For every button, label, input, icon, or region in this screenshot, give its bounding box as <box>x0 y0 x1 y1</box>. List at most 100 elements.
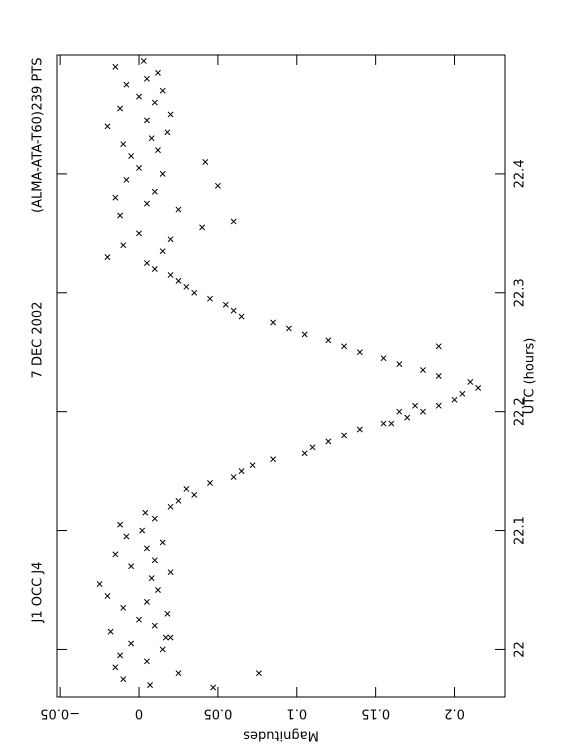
point <box>112 194 119 201</box>
point <box>183 283 190 290</box>
point <box>341 432 348 439</box>
point <box>117 652 124 659</box>
point <box>301 331 308 338</box>
point <box>107 628 114 635</box>
point <box>136 93 142 100</box>
point <box>128 640 135 647</box>
point <box>136 230 142 237</box>
point <box>123 533 130 540</box>
point <box>210 684 217 691</box>
point <box>238 468 245 475</box>
point <box>151 557 158 564</box>
chart-title: 7 DEC 2002 <box>31 302 46 379</box>
point <box>467 378 474 385</box>
point <box>140 57 147 64</box>
point <box>309 444 316 451</box>
y-tick-label: 0 <box>135 706 143 721</box>
point <box>120 242 127 249</box>
y-tick-label: −0.05 <box>40 706 80 721</box>
point <box>104 123 111 130</box>
point <box>117 105 124 112</box>
point <box>123 176 130 183</box>
point <box>96 581 103 588</box>
point <box>151 99 158 106</box>
point <box>120 604 127 611</box>
point <box>123 81 130 88</box>
point <box>104 592 111 599</box>
point <box>199 224 206 231</box>
point <box>435 373 442 379</box>
point <box>143 658 150 665</box>
point <box>164 610 171 617</box>
point <box>151 188 158 195</box>
x-tick-label: 22.2 <box>513 397 528 426</box>
point <box>404 414 411 421</box>
point <box>148 575 155 582</box>
point <box>451 396 458 403</box>
point <box>159 87 166 94</box>
y-axis-label: Magnitudes <box>243 728 319 743</box>
point <box>159 248 166 255</box>
y-tick-label: 0.1 <box>286 706 307 721</box>
point <box>120 141 127 148</box>
x-axis-label: UTC (hours) <box>523 338 538 415</box>
point <box>435 402 442 409</box>
point <box>167 111 174 118</box>
point <box>167 569 174 576</box>
point <box>325 337 332 344</box>
point <box>136 616 142 623</box>
point <box>155 69 161 76</box>
point <box>142 509 149 516</box>
point <box>143 260 150 267</box>
point <box>151 622 158 629</box>
point <box>191 491 198 498</box>
point <box>356 349 363 356</box>
y-tick-label: 0.15 <box>361 706 390 721</box>
point <box>230 474 237 481</box>
point <box>167 634 174 641</box>
point <box>159 646 166 653</box>
point <box>164 129 171 136</box>
point <box>285 325 292 332</box>
point <box>167 271 174 278</box>
point <box>175 206 182 213</box>
point <box>412 402 419 409</box>
point <box>301 450 308 457</box>
point <box>396 361 403 368</box>
point <box>191 289 198 296</box>
point <box>104 254 111 261</box>
point <box>112 63 119 70</box>
point <box>420 408 426 415</box>
point <box>459 390 466 397</box>
chart-title: J1 OCC J4 <box>31 562 46 624</box>
point <box>143 545 150 552</box>
point <box>207 480 213 486</box>
point <box>356 426 363 433</box>
point <box>159 170 166 177</box>
point <box>396 408 403 415</box>
point <box>222 301 229 308</box>
y-tick-label: 0.2 <box>444 706 465 721</box>
point <box>155 147 161 154</box>
point <box>230 218 237 225</box>
point <box>207 295 213 302</box>
point <box>112 664 119 671</box>
point <box>117 212 124 219</box>
point <box>143 200 150 207</box>
point <box>147 682 154 689</box>
point <box>388 420 395 427</box>
point <box>175 670 182 677</box>
x-tick-label: 22.1 <box>513 516 528 545</box>
point <box>162 634 169 641</box>
point <box>420 367 426 374</box>
point <box>112 551 119 558</box>
point <box>128 153 135 160</box>
y-tick-label: 0.05 <box>203 706 232 721</box>
point <box>175 497 182 504</box>
point <box>435 343 442 350</box>
point <box>167 503 174 510</box>
point <box>139 527 146 534</box>
point <box>249 462 256 469</box>
point <box>167 236 174 243</box>
point <box>136 164 142 171</box>
